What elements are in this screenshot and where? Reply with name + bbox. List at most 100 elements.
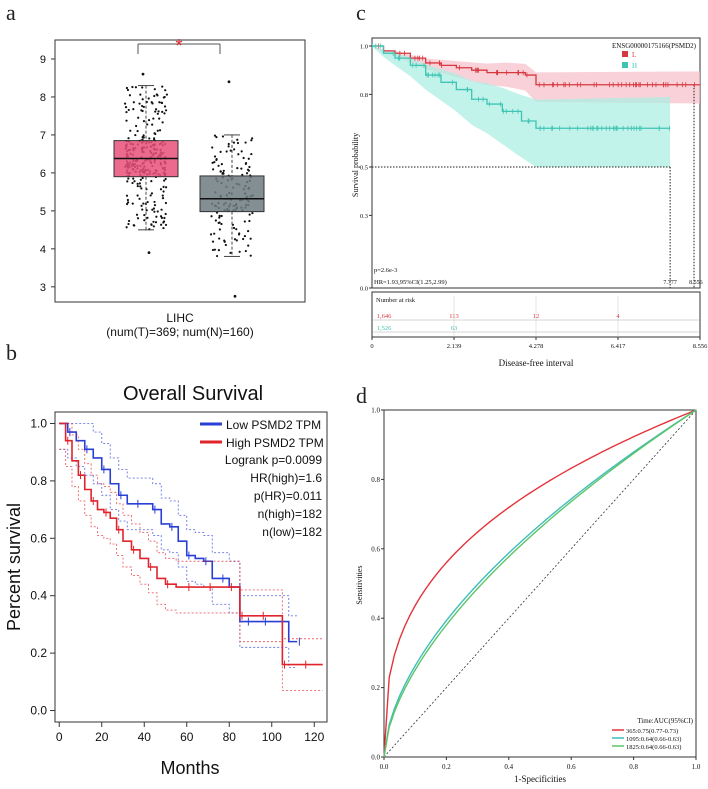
y-tick-label: 0.3 xyxy=(360,213,368,220)
ci-upper-low xyxy=(59,423,298,617)
jitter-point xyxy=(127,108,130,112)
jitter-point xyxy=(242,237,245,241)
jitter-point xyxy=(220,214,223,218)
risk-count: 1,646 xyxy=(377,313,392,320)
jitter-point xyxy=(232,141,236,144)
legend-title: Time:AUC(95%CI) xyxy=(637,717,693,725)
survival-curve-L xyxy=(372,45,700,86)
stat-annotation: n(high)=182 xyxy=(258,507,323,521)
diagonal-reference xyxy=(383,409,697,758)
jitter-point xyxy=(127,137,130,140)
jitter-point xyxy=(240,150,243,153)
x-tick-label: 4.278 xyxy=(529,343,544,350)
jitter-point xyxy=(132,177,135,180)
jitter-point xyxy=(209,233,213,236)
jitter-point xyxy=(210,215,213,218)
boxplot-chart: 3 4 5 6 7 8 9 * LIHC (num(T)=369; num(N)=160) xyxy=(40,36,306,339)
jitter-point xyxy=(212,168,215,171)
jitter-point xyxy=(163,105,167,108)
jitter-point xyxy=(131,202,134,205)
jitter-point xyxy=(233,238,237,241)
y-tick-label: 0.4 xyxy=(371,615,380,623)
jitter-point xyxy=(126,198,130,202)
y-axis-label: Sensitivities xyxy=(355,565,364,604)
jitter-point xyxy=(164,223,168,227)
jitter-point xyxy=(125,202,129,206)
jitter-point xyxy=(236,167,239,170)
jitter-point xyxy=(146,216,149,219)
jitter-point xyxy=(250,139,253,142)
jitter-point xyxy=(163,216,166,220)
jitter-point xyxy=(136,182,139,185)
jitter-point xyxy=(163,112,166,115)
jitter-point xyxy=(249,254,252,257)
jitter-point xyxy=(135,124,138,128)
jitter-point xyxy=(211,248,215,252)
plot-frame xyxy=(383,409,697,758)
jitter-point xyxy=(215,158,218,162)
jitter-point xyxy=(223,239,226,242)
jitter-point xyxy=(141,98,144,101)
x-tick-label: 80 xyxy=(223,730,237,744)
y-tick-label: 9 xyxy=(40,54,46,66)
jitter-point xyxy=(247,229,250,233)
jitter-point xyxy=(220,222,223,226)
x-tick-label: 0.2 xyxy=(442,763,451,771)
jitter-point xyxy=(136,194,139,197)
jitter-point xyxy=(241,173,244,176)
y-axis-label: Survival probability xyxy=(351,133,360,197)
legend-entry: High PSMD2 TPM xyxy=(226,436,324,450)
x-axis-label: LIHC xyxy=(166,311,194,325)
jitter-point xyxy=(150,192,154,195)
jitter-point xyxy=(227,145,230,148)
risk-count: 1,526 xyxy=(377,325,392,332)
jitter-point xyxy=(145,209,148,212)
jitter-point xyxy=(162,226,165,230)
jitter-point xyxy=(164,201,168,205)
legend-entry: 1825:0.64(0.66-0.63) xyxy=(626,744,681,751)
jitter-point xyxy=(158,101,161,104)
jitter-point xyxy=(139,178,142,181)
legend-entry: Low PSMD2 TPM xyxy=(226,418,321,432)
jitter-point xyxy=(213,232,216,235)
jitter-point xyxy=(127,177,130,180)
jitter-point xyxy=(213,248,217,251)
plot-frame xyxy=(54,39,306,303)
y-tick-label: 0.0 xyxy=(360,286,368,293)
jitter-point xyxy=(251,211,254,215)
jitter-point xyxy=(161,121,164,124)
x-tick-label: 0.6 xyxy=(567,763,576,771)
jitter-point xyxy=(141,86,144,89)
jitter-point xyxy=(142,120,146,123)
panel-label-a: a xyxy=(6,0,16,25)
jitter-point xyxy=(126,88,130,92)
x-tick-label: 100 xyxy=(262,730,282,744)
x-tick-label: 40 xyxy=(138,730,152,744)
outlier-point xyxy=(227,80,231,84)
jitter-point xyxy=(217,164,220,167)
jitter-point xyxy=(154,132,157,136)
jitter-point xyxy=(161,194,164,197)
roc-chart: 0.0 0.2 0.4 0.6 0.8 1.0 0.0 0.2 0.4 0.6 0.8 1.0 Tim… xyxy=(355,407,701,785)
jitter-point xyxy=(138,197,141,200)
jitter-point xyxy=(249,237,252,240)
jitter-point xyxy=(152,137,156,140)
x-tick-label: 0 xyxy=(370,343,373,350)
jitter-point xyxy=(127,222,130,226)
x-tick-label: 20 xyxy=(95,730,109,744)
jitter-point xyxy=(152,220,155,223)
jitter-point xyxy=(125,110,128,114)
jitter-point xyxy=(125,119,128,122)
x-tick-label: 1.0 xyxy=(692,763,701,771)
jitter-point xyxy=(151,102,154,105)
y-tick-label: 4 xyxy=(40,244,46,256)
legend-entry: 365:0.75(0.77-0.73) xyxy=(626,728,678,735)
jitter-point xyxy=(225,150,228,153)
y-tick-label: 0.6 xyxy=(371,545,380,553)
jitter-point xyxy=(134,86,138,89)
y-tick-label: 0.2 xyxy=(371,684,380,692)
y-tick-label: 5 xyxy=(40,206,46,218)
jitter-point xyxy=(139,93,142,96)
jitter-point xyxy=(243,220,246,223)
jitter-point xyxy=(161,197,165,200)
